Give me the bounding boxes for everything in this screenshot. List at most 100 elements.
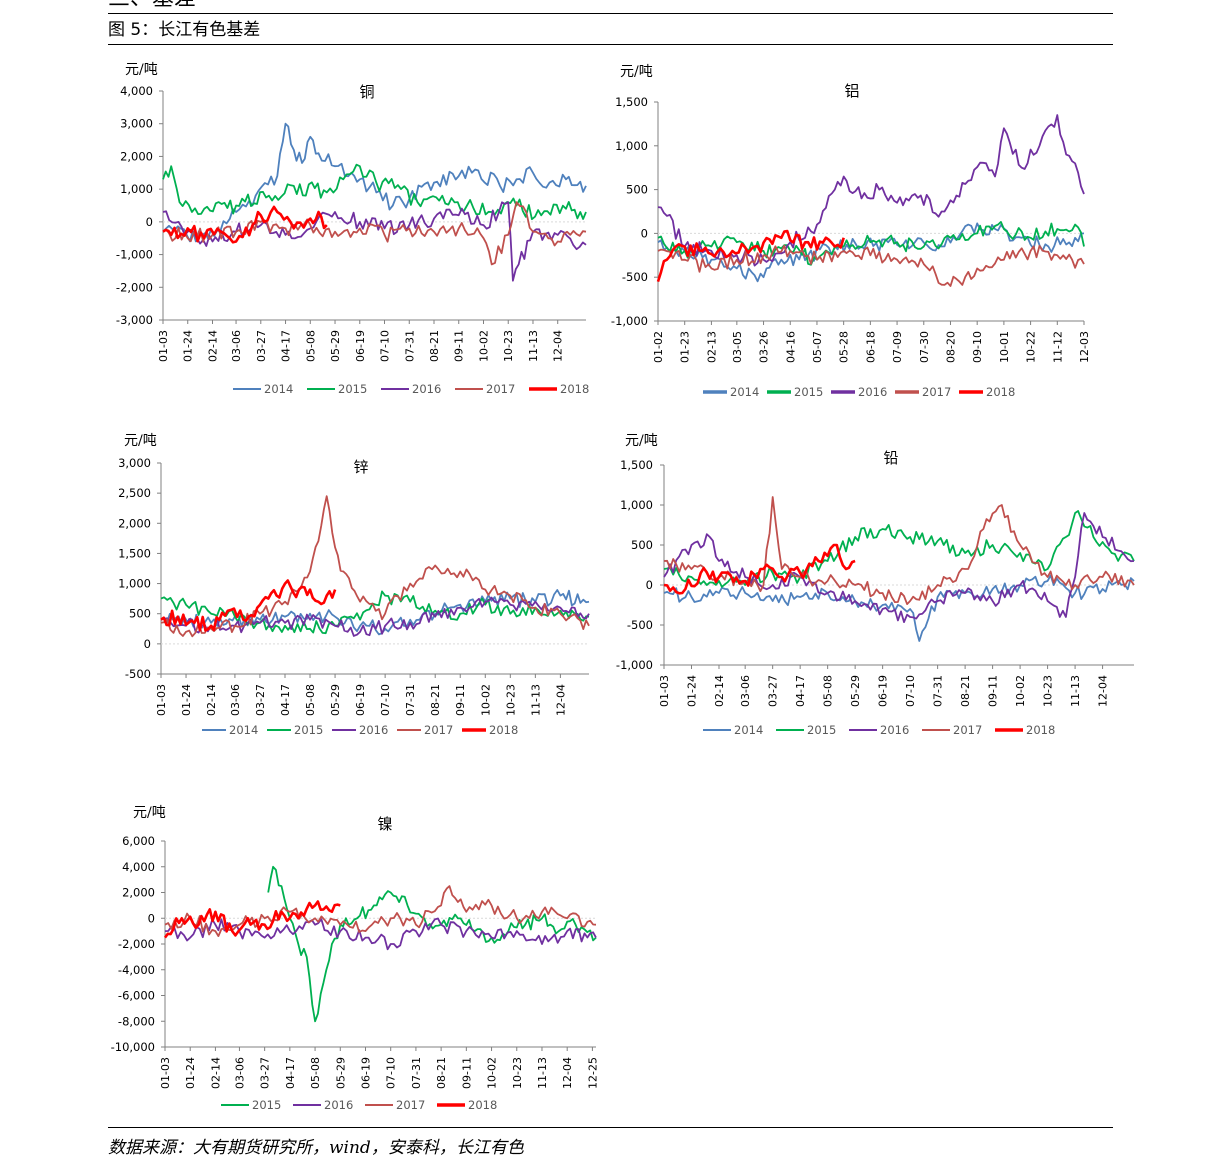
chart-title: 铝 [844,82,859,100]
chart-title: 锌 [353,458,368,476]
x-tick-label: 10-22 [1025,331,1038,363]
data-source-note: 数据来源：大有期货研究所，wind，安泰科，长江有色 [108,1138,524,1158]
y-tick-label: 2,000 [122,886,155,900]
x-tick-label: 07-09 [891,331,904,363]
y-tick-label: -6,000 [118,989,155,1003]
y-tick-label: 0 [144,637,151,651]
y-tick-label: 0 [146,215,153,229]
series-line-2017 [160,495,590,638]
x-tick-label: 01-03 [658,675,671,707]
x-tick-label: 12-03 [1078,331,1091,363]
x-tick-label: 03-27 [254,684,267,716]
x-tick-label: 12-04 [552,330,565,362]
x-tick-label: 03-26 [758,331,771,363]
y-tick-label: -500 [627,618,653,632]
series-line-2018 [162,205,328,244]
x-tick-label: 02-13 [705,331,718,363]
series-line-2017 [657,244,1085,287]
series-line-2015 [267,865,597,1023]
y-tick-label: 2,500 [118,486,151,500]
footer-rule [108,1127,1113,1128]
x-tick-label: 03-05 [731,331,744,363]
legend-label-2017: 2017 [922,385,951,399]
x-tick-label: 09-11 [453,330,466,362]
series-line-2014 [162,122,587,243]
y-tick-label: 6,000 [122,834,155,848]
x-tick-label: 04-16 [784,331,797,363]
legend-label-2014: 2014 [229,723,258,737]
x-tick-label: 01-02 [652,331,665,363]
x-tick-label: 12-04 [561,1057,574,1089]
x-tick-label: 12-25 [586,1057,599,1089]
x-tick-label: 06-18 [864,331,877,363]
unit-label: 元/吨 [620,64,653,80]
x-tick-label: 01-03 [159,1057,172,1089]
x-tick-label: 12-04 [1097,675,1110,707]
y-tick-label: 1,000 [620,498,653,512]
x-tick-label: 03-27 [259,1057,272,1089]
chart-title: 镍 [377,815,392,833]
x-tick-label: 01-24 [182,330,195,362]
series-line-2016 [160,596,590,637]
y-tick-label: 3,000 [120,117,153,131]
x-tick-label: 01-03 [157,330,170,362]
x-tick-label: 09-11 [460,1057,473,1089]
x-tick-label: 01-24 [685,675,698,707]
x-tick-label: 08-21 [435,1057,448,1089]
x-tick-label: 07-30 [918,331,931,363]
y-tick-label: 0 [641,226,648,240]
copper-chart: 元/吨铜 4,000 3,000 2,000 1,000 0 -1,000 -2,000 -3,… [108,58,608,410]
x-tick-label: 08-21 [429,684,442,716]
y-tick-label: 500 [631,538,653,552]
y-tick-label: 4,000 [122,860,155,874]
x-tick-label: 01-24 [184,1057,197,1089]
series-line-2015 [663,510,1135,588]
x-tick-label: 05-07 [811,331,824,363]
unit-label: 元/吨 [625,433,658,449]
x-tick-label: 04-17 [280,330,293,362]
x-tick-label: 05-08 [822,675,835,707]
series-line-2017 [164,885,597,937]
x-tick-label: 05-29 [849,675,862,707]
x-tick-label: 01-24 [180,684,193,716]
legend-label-2015: 2015 [794,385,823,399]
x-tick-label: 11-13 [527,330,540,362]
x-tick-label: 06-19 [354,330,367,362]
x-tick-label: 10-02 [477,330,490,362]
x-tick-label: 07-31 [410,1057,423,1089]
x-tick-label: 05-29 [334,1057,347,1089]
y-tick-label: -1,000 [611,314,648,328]
x-tick-label: 01-03 [155,684,168,716]
x-tick-label: 10-23 [504,684,517,716]
x-tick-label: 03-27 [255,330,268,362]
section-title: 三、基差 [108,0,196,12]
x-tick-label: 02-14 [209,1057,222,1089]
nickel-chart: 元/吨镍 6,000 4,000 2,000 0 -2,000 -4,000 -6,000 -8… [108,800,608,1120]
x-tick-label: 09-10 [971,331,984,363]
x-tick-label: 03-06 [229,684,242,716]
x-tick-label: 04-17 [279,684,292,716]
y-tick-label: 2,000 [118,516,151,530]
y-tick-label: 1,000 [615,139,648,153]
legend-label-2016: 2016 [324,1098,353,1112]
y-tick-label: 0 [148,911,155,925]
x-tick-label: 03-06 [233,1057,246,1089]
series-line-2018 [160,579,337,632]
legend-label-2016: 2016 [412,382,441,396]
x-tick-label: 11-13 [536,1057,549,1089]
series-line-2014 [663,574,1135,642]
x-tick-label: 02-14 [205,684,218,716]
y-tick-label: 1,500 [620,458,653,472]
x-tick-label: 09-11 [454,684,467,716]
legend-label-2015: 2015 [252,1098,281,1112]
legend-label-2014: 2014 [730,385,759,399]
y-tick-label: -8,000 [118,1014,155,1028]
x-tick-label: 04-17 [284,1057,297,1089]
legend-label-2015: 2015 [294,723,323,737]
legend-label-2017: 2017 [486,382,515,396]
y-tick-label: 1,500 [615,95,648,109]
x-tick-label: 11-13 [1069,675,1082,707]
legend-label-2017: 2017 [953,723,982,737]
x-tick-label: 06-19 [359,1057,372,1089]
x-tick-label: 02-14 [713,675,726,707]
